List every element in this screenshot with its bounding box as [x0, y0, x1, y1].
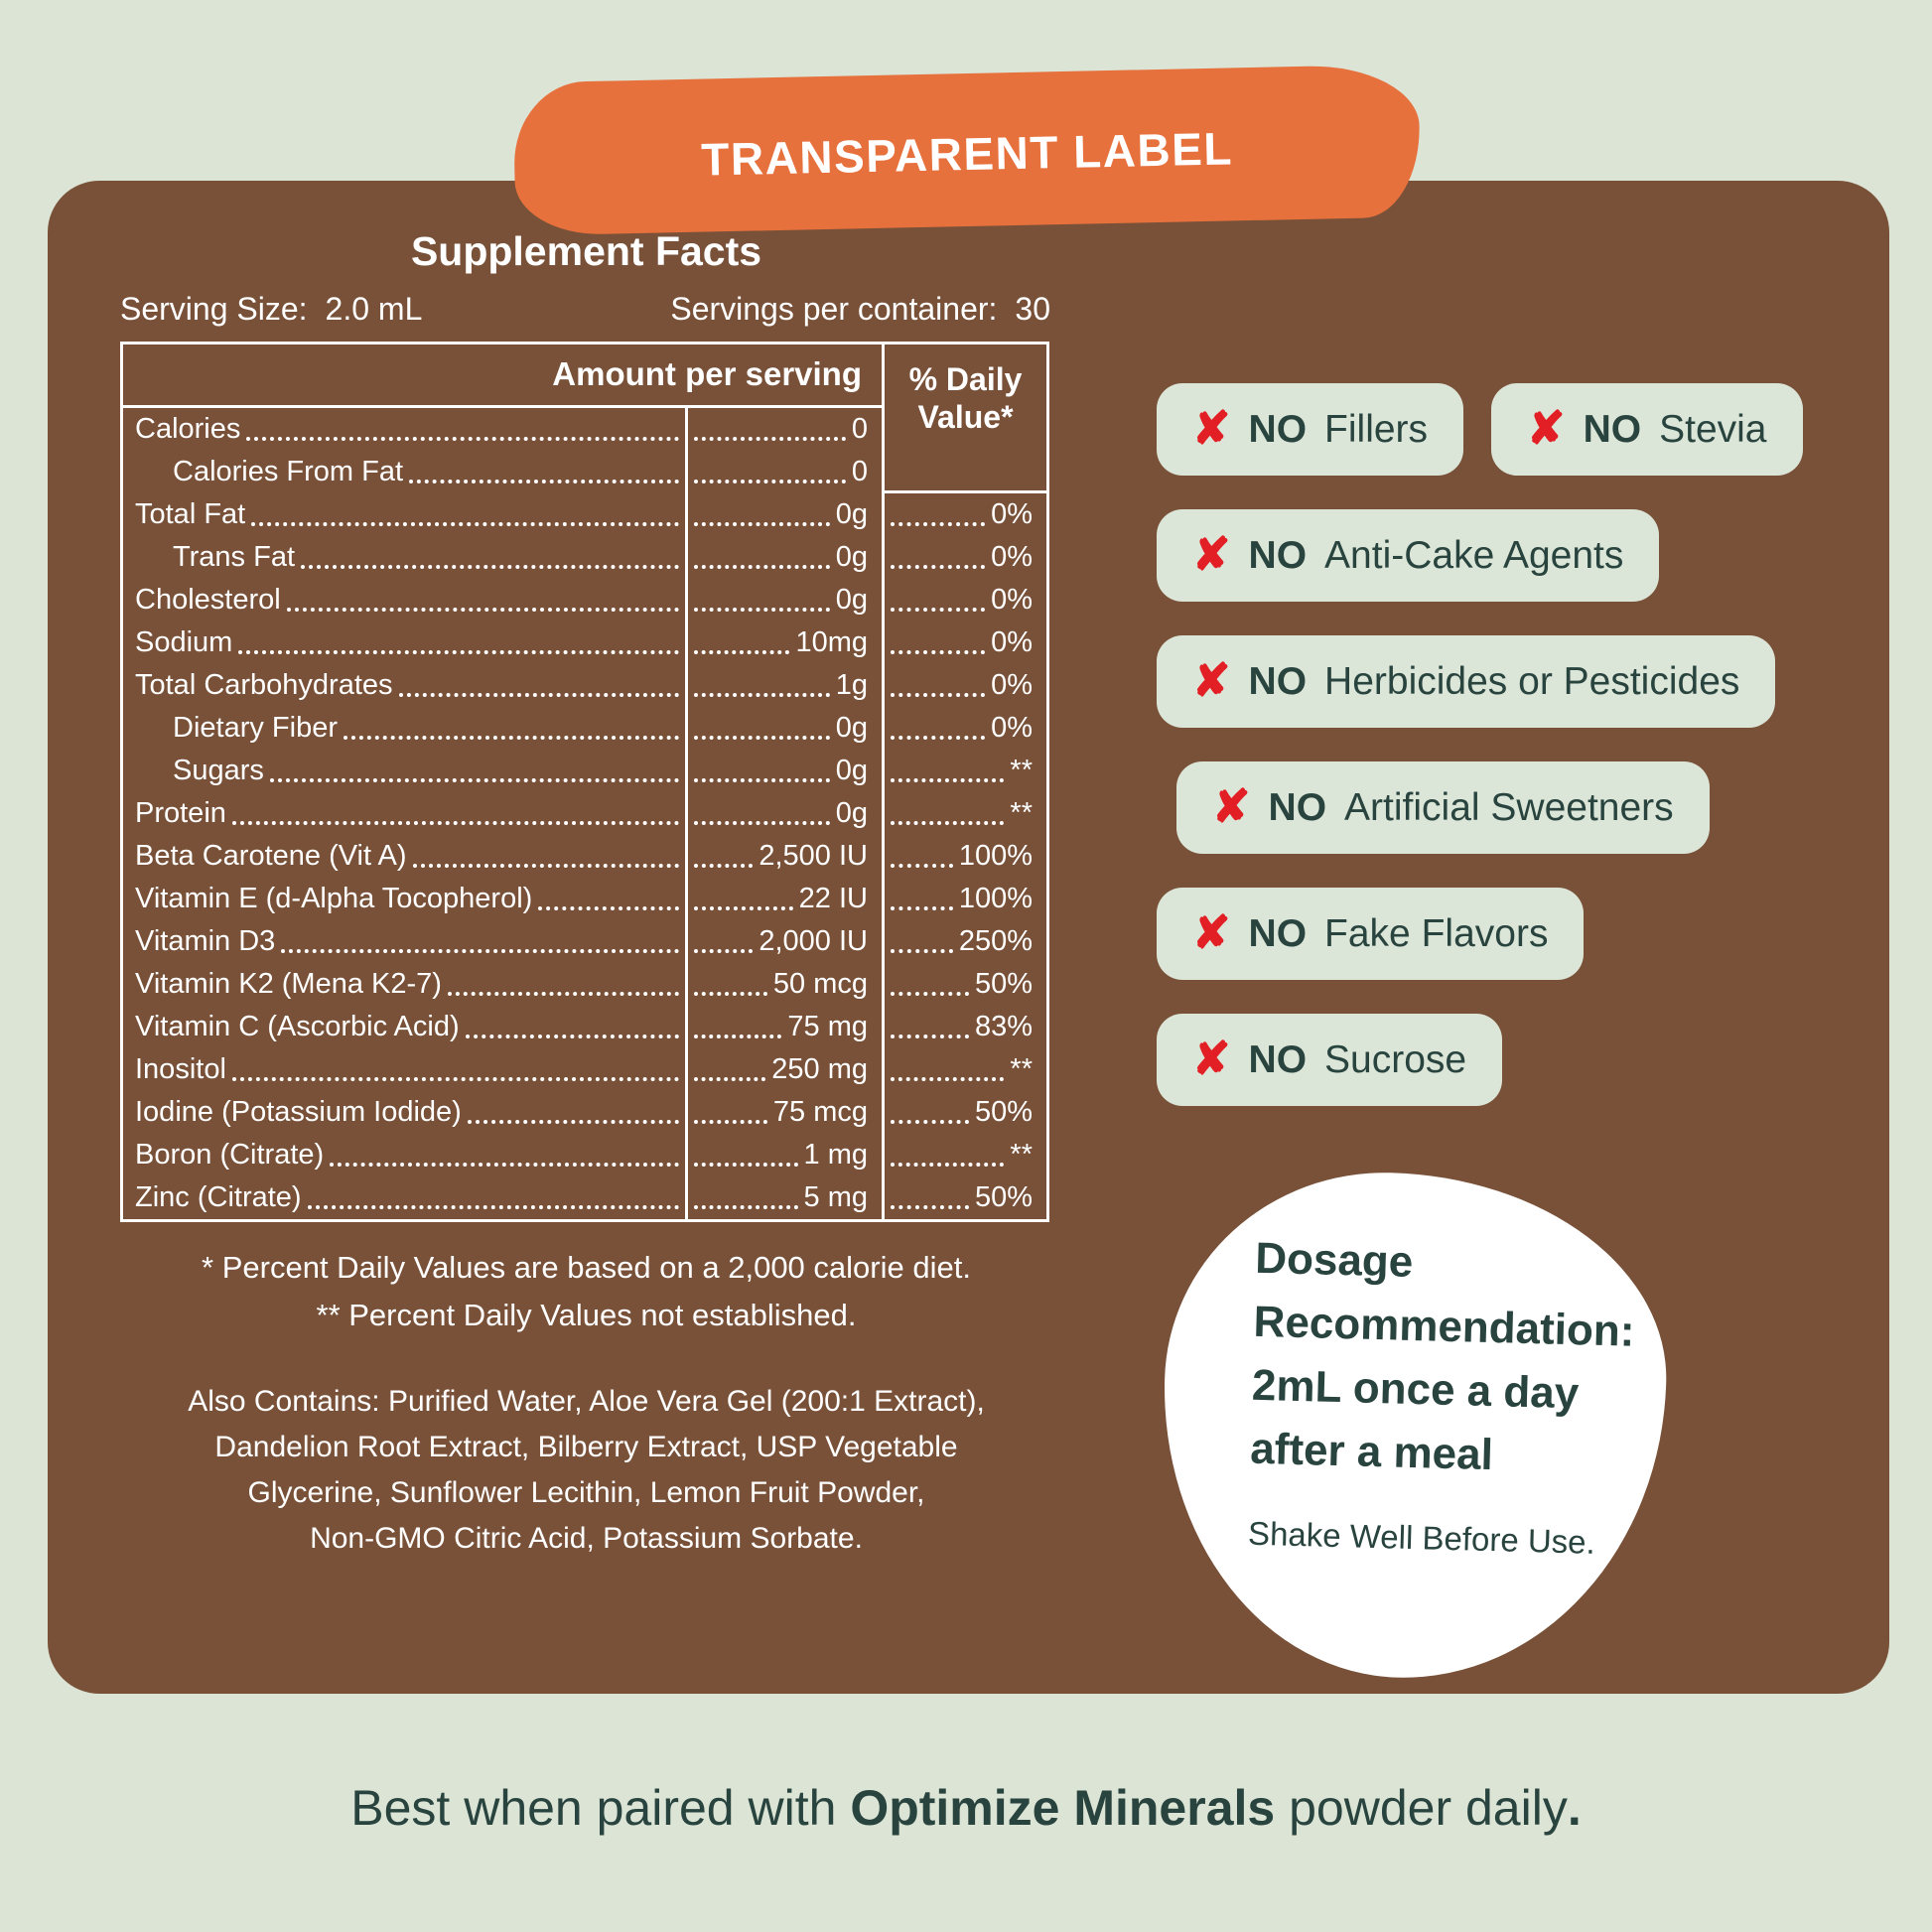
- table-row: Vitamin K2 (Mena K2-7) 50 mcg: [123, 963, 882, 1006]
- also-contains: Also Contains: Purified Water, Aloe Vera…: [188, 1385, 985, 1555]
- badge-no-fake-flavors: ✘ NO Fake Flavors: [1157, 888, 1585, 980]
- badge-no-anti-cake-agents: ✘ NO Anti-Cake Agents: [1157, 509, 1660, 602]
- red-x-icon: ✘: [1192, 653, 1231, 706]
- daily-value-column: % Daily Value* 0% 0% 0% 0% 0% 0% ** ** 1…: [882, 345, 1046, 1219]
- red-x-icon: ✘: [1192, 905, 1231, 958]
- red-x-icon: ✘: [1192, 527, 1231, 580]
- daily-value-header: % Daily Value*: [885, 345, 1046, 493]
- no-badges-list: ✘ NO Fillers ✘ NO Stevia ✘ NO Anti-Cake …: [1157, 383, 1803, 1106]
- amount-header-label: Amount per serving: [552, 355, 862, 392]
- table-row: Dietary Fiber 0g: [123, 707, 882, 750]
- table-row: Cholesterol 0g: [123, 579, 882, 621]
- dosage-heading: Dosage Recommendation: 2mL once a day af…: [1249, 1233, 1636, 1480]
- table-row: Calories 0: [123, 408, 882, 451]
- facts-table: Amount per serving Calories 0 Calories F…: [120, 342, 1049, 1222]
- servings-per-container: Servings per container: 30: [670, 291, 1050, 328]
- badge-no-sucrose: ✘ NO Sucrose: [1157, 1014, 1503, 1106]
- servings-value: 30: [1015, 291, 1050, 327]
- red-x-icon: ✘: [1212, 779, 1251, 832]
- table-row: Iodine (Potassium Iodide) 75 mcg: [123, 1091, 882, 1134]
- serving-info: Serving Size: 2.0 mL Servings per contai…: [120, 291, 1050, 328]
- table-row: Vitamin E (d-Alpha Tocopherol) 22 IU: [123, 878, 882, 920]
- serving-size: Serving Size: 2.0 mL: [120, 291, 422, 328]
- badge-no-artificial-sweetners: ✘ NO Artificial Sweetners: [1176, 761, 1710, 854]
- table-row: Calories From Fat 0: [123, 451, 882, 493]
- red-x-icon: ✘: [1192, 401, 1231, 454]
- table-row: Sugars 0g: [123, 750, 882, 792]
- banner-text: TRANSPARENT LABEL: [700, 122, 1234, 186]
- supplement-facts-section: Supplement Facts Serving Size: 2.0 mL Se…: [120, 228, 1052, 1562]
- servings-label: Servings per container:: [670, 291, 998, 327]
- table-row: Inositol 250 mg: [123, 1048, 882, 1091]
- shake-well-note: Shake Well Before Use.: [1247, 1514, 1596, 1561]
- table-row: Beta Carotene (Vit A) 2,500 IU: [123, 835, 882, 878]
- badge-no-herbicides-pesticides: ✘ NO Herbicides or Pesticides: [1157, 635, 1776, 728]
- pairing-tagline: Best when paired with Optimize Minerals …: [350, 1780, 1582, 1836]
- red-x-icon: ✘: [1192, 1032, 1231, 1084]
- table-row: Protein 0g: [123, 792, 882, 835]
- dosage-recommendation-blob: Dosage Recommendation: 2mL once a day af…: [1157, 1167, 1672, 1685]
- label-panel: Supplement Facts Serving Size: 2.0 mL Se…: [48, 181, 1889, 1694]
- red-x-icon: ✘: [1527, 401, 1566, 454]
- transparent-label-banner: TRANSPARENT LABEL: [512, 64, 1422, 236]
- serving-size-value: 2.0 mL: [325, 291, 423, 327]
- badge-no-fillers: ✘ NO Fillers: [1157, 383, 1464, 476]
- badge-no-stevia: ✘ NO Stevia: [1491, 383, 1803, 476]
- amount-header: Amount per serving: [123, 345, 882, 408]
- table-row: Boron (Citrate) 1 mg: [123, 1134, 882, 1176]
- facts-table-main: Amount per serving Calories 0 Calories F…: [123, 345, 882, 1219]
- table-row: Total Carbohydrates 1g: [123, 664, 882, 707]
- serving-size-label: Serving Size:: [120, 291, 308, 327]
- table-row: Zinc (Citrate) 5 mg: [123, 1176, 882, 1219]
- table-row: Vitamin D3 2,000 IU: [123, 920, 882, 963]
- table-row: Trans Fat 0g: [123, 536, 882, 579]
- dot-leader: [246, 408, 679, 441]
- table-row: Sodium 10mg: [123, 621, 882, 664]
- footnote-daily-values: * Percent Daily Values are based on a 2,…: [202, 1250, 971, 1285]
- footnote-not-established: ** Percent Daily Values not established.: [316, 1298, 857, 1332]
- supplement-facts-title: Supplement Facts: [410, 228, 762, 274]
- table-row: Vitamin C (Ascorbic Acid) 75 mg: [123, 1006, 882, 1048]
- table-row: Total Fat 0g: [123, 493, 882, 536]
